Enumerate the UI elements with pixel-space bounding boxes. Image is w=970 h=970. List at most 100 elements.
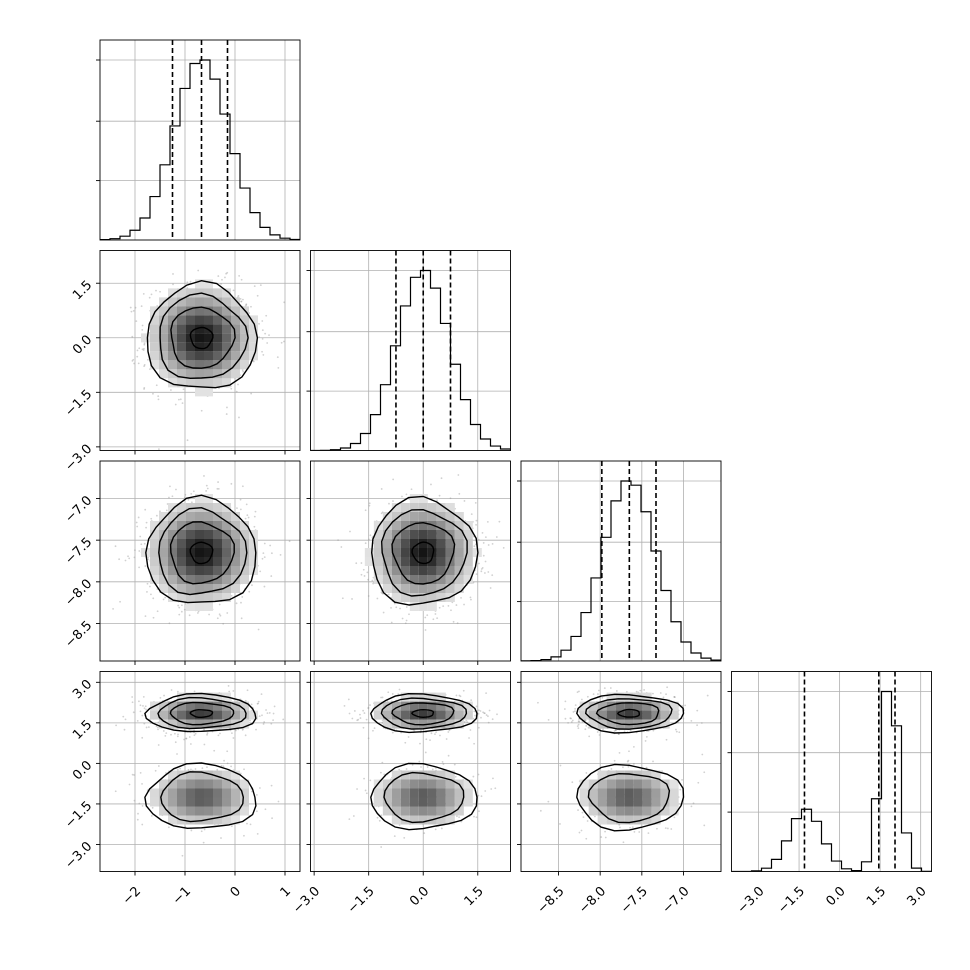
scatter-point — [128, 783, 131, 786]
density-cell — [168, 710, 177, 720]
scatter-point — [256, 294, 259, 297]
scatter-point — [225, 272, 228, 275]
scatter-point — [162, 598, 165, 601]
density-cell — [418, 503, 428, 512]
scatter-point — [472, 581, 475, 584]
density-cell — [186, 324, 195, 334]
scatter-point — [439, 734, 441, 737]
scatter-point — [133, 549, 136, 552]
scatter-point — [178, 606, 181, 609]
density-cell — [186, 530, 195, 539]
scatter-point — [485, 692, 488, 694]
density-cell — [231, 521, 240, 530]
scatter-point — [364, 789, 367, 792]
scatter-point — [438, 494, 441, 497]
scatter-point — [141, 714, 144, 717]
scatter-point — [351, 717, 354, 720]
scatter-point — [481, 566, 484, 569]
scatter-point — [368, 538, 370, 541]
scatter-point — [136, 719, 139, 722]
scatter-point — [190, 501, 193, 504]
scatter-point — [124, 559, 127, 562]
density-cell — [213, 797, 222, 807]
density-cell — [204, 575, 213, 584]
density-cell — [436, 593, 446, 602]
scatter-point — [492, 777, 494, 780]
scatter-point — [206, 766, 208, 769]
scatter-point — [363, 712, 366, 714]
density-cell — [409, 530, 419, 539]
scatter-point — [380, 591, 383, 594]
scatter-point — [378, 819, 381, 822]
scatter-point — [264, 808, 267, 811]
scatter-point — [138, 550, 141, 552]
scatter-point — [353, 710, 356, 712]
density-cell — [222, 806, 231, 816]
density-cell — [177, 575, 186, 584]
scatter-point — [477, 726, 480, 729]
density-cell — [222, 575, 231, 584]
contour-line — [144, 692, 257, 733]
scatter-point — [193, 690, 196, 693]
density-cell — [159, 566, 168, 575]
density-cell — [195, 566, 204, 575]
scatter-point — [243, 834, 245, 837]
scatter-point — [206, 733, 208, 736]
density-cell — [177, 797, 186, 807]
scatter-point — [244, 517, 247, 520]
scatter-point — [245, 503, 248, 506]
density-cell — [391, 539, 401, 548]
scatter-point — [177, 733, 179, 736]
density-cell — [222, 557, 231, 566]
density-cell — [231, 788, 240, 798]
density-cell — [204, 324, 213, 334]
density-cell — [168, 539, 177, 548]
density-cell — [186, 512, 195, 521]
scatter-point — [362, 726, 365, 729]
scatter-point — [241, 596, 244, 598]
density-cell — [159, 521, 168, 530]
scatter-point — [155, 725, 158, 728]
scatter-point — [123, 728, 126, 731]
density-cell — [454, 530, 464, 539]
density-cell — [195, 584, 204, 593]
density-cell — [195, 494, 204, 503]
scatter-point — [480, 568, 483, 570]
scatter-point — [475, 705, 478, 708]
scatter-point — [480, 570, 483, 573]
scatter-point — [240, 601, 242, 604]
scatter-point — [418, 760, 421, 763]
scatter-point — [133, 362, 135, 365]
scatter-point — [277, 800, 280, 803]
scatter-point — [131, 359, 134, 362]
density-cell — [445, 575, 455, 584]
density-cell — [427, 593, 437, 602]
hist-panel-2 — [517, 460, 722, 662]
scatter-point — [367, 737, 370, 740]
density-cell — [249, 548, 258, 557]
density-cell — [240, 548, 249, 557]
density-cell — [213, 512, 222, 521]
scatter-point — [463, 720, 466, 723]
axes-frame — [99, 250, 301, 451]
scatter-point — [484, 790, 487, 792]
scatter-point — [239, 772, 242, 775]
contour-line — [169, 521, 235, 585]
scatter-point — [219, 614, 222, 617]
scatter-point — [363, 575, 366, 577]
scatter-point — [486, 520, 489, 523]
scatter-point — [115, 724, 118, 727]
scatter-point — [472, 717, 475, 720]
density-cell — [418, 530, 428, 539]
density-cell — [409, 503, 419, 512]
density-cell — [382, 575, 392, 584]
density-cell — [436, 557, 446, 566]
scatter-point — [447, 754, 450, 757]
scatter-point — [270, 575, 273, 577]
contour-line — [157, 696, 247, 730]
scatter-point — [458, 492, 461, 495]
scatter-point — [246, 246, 248, 248]
density-cell — [445, 584, 455, 593]
contour-line — [391, 521, 456, 585]
scatter-point — [176, 735, 179, 738]
